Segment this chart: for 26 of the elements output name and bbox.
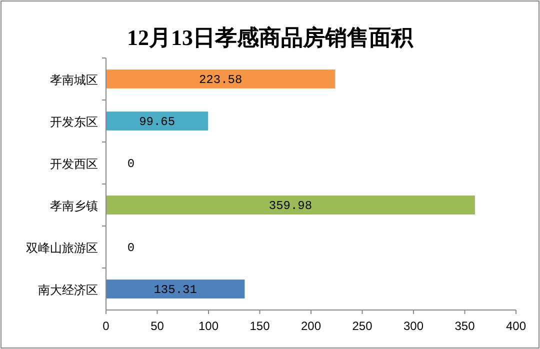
- x-tick-label: 300: [403, 319, 424, 333]
- x-tick-label: 400: [506, 319, 526, 333]
- x-tick-label: 100: [198, 319, 219, 333]
- x-tick-label: 200: [300, 319, 322, 333]
- y-tick-label: 孝南乡镇: [50, 199, 98, 213]
- y-tick-label: 开发东区: [50, 115, 98, 129]
- data-label: 135.31: [154, 283, 197, 297]
- data-label: 359.98: [268, 199, 312, 213]
- y-tick-label: 双峰山旅游区: [26, 241, 98, 255]
- x-tick-label: 350: [454, 319, 476, 333]
- bar: [106, 112, 208, 130]
- data-label: 0: [127, 241, 135, 255]
- data-label: 223.58: [198, 73, 242, 87]
- x-tick-label: 250: [352, 319, 373, 333]
- data-label: 0: [127, 157, 135, 171]
- y-tick-label: 开发西区: [50, 157, 98, 171]
- data-label: 99.65: [139, 115, 176, 129]
- x-tick-label: 50: [150, 319, 164, 333]
- chart-title: 12月13日孝感商品房销售面积: [127, 25, 414, 50]
- bar: [106, 70, 336, 88]
- bar: [106, 280, 245, 298]
- y-tick-label: 南大经济区: [38, 283, 98, 297]
- x-tick-label: 0: [102, 319, 110, 333]
- x-tick-label: 150: [250, 319, 270, 333]
- y-tick-label: 孝南城区: [50, 73, 98, 87]
- bar: [106, 196, 475, 214]
